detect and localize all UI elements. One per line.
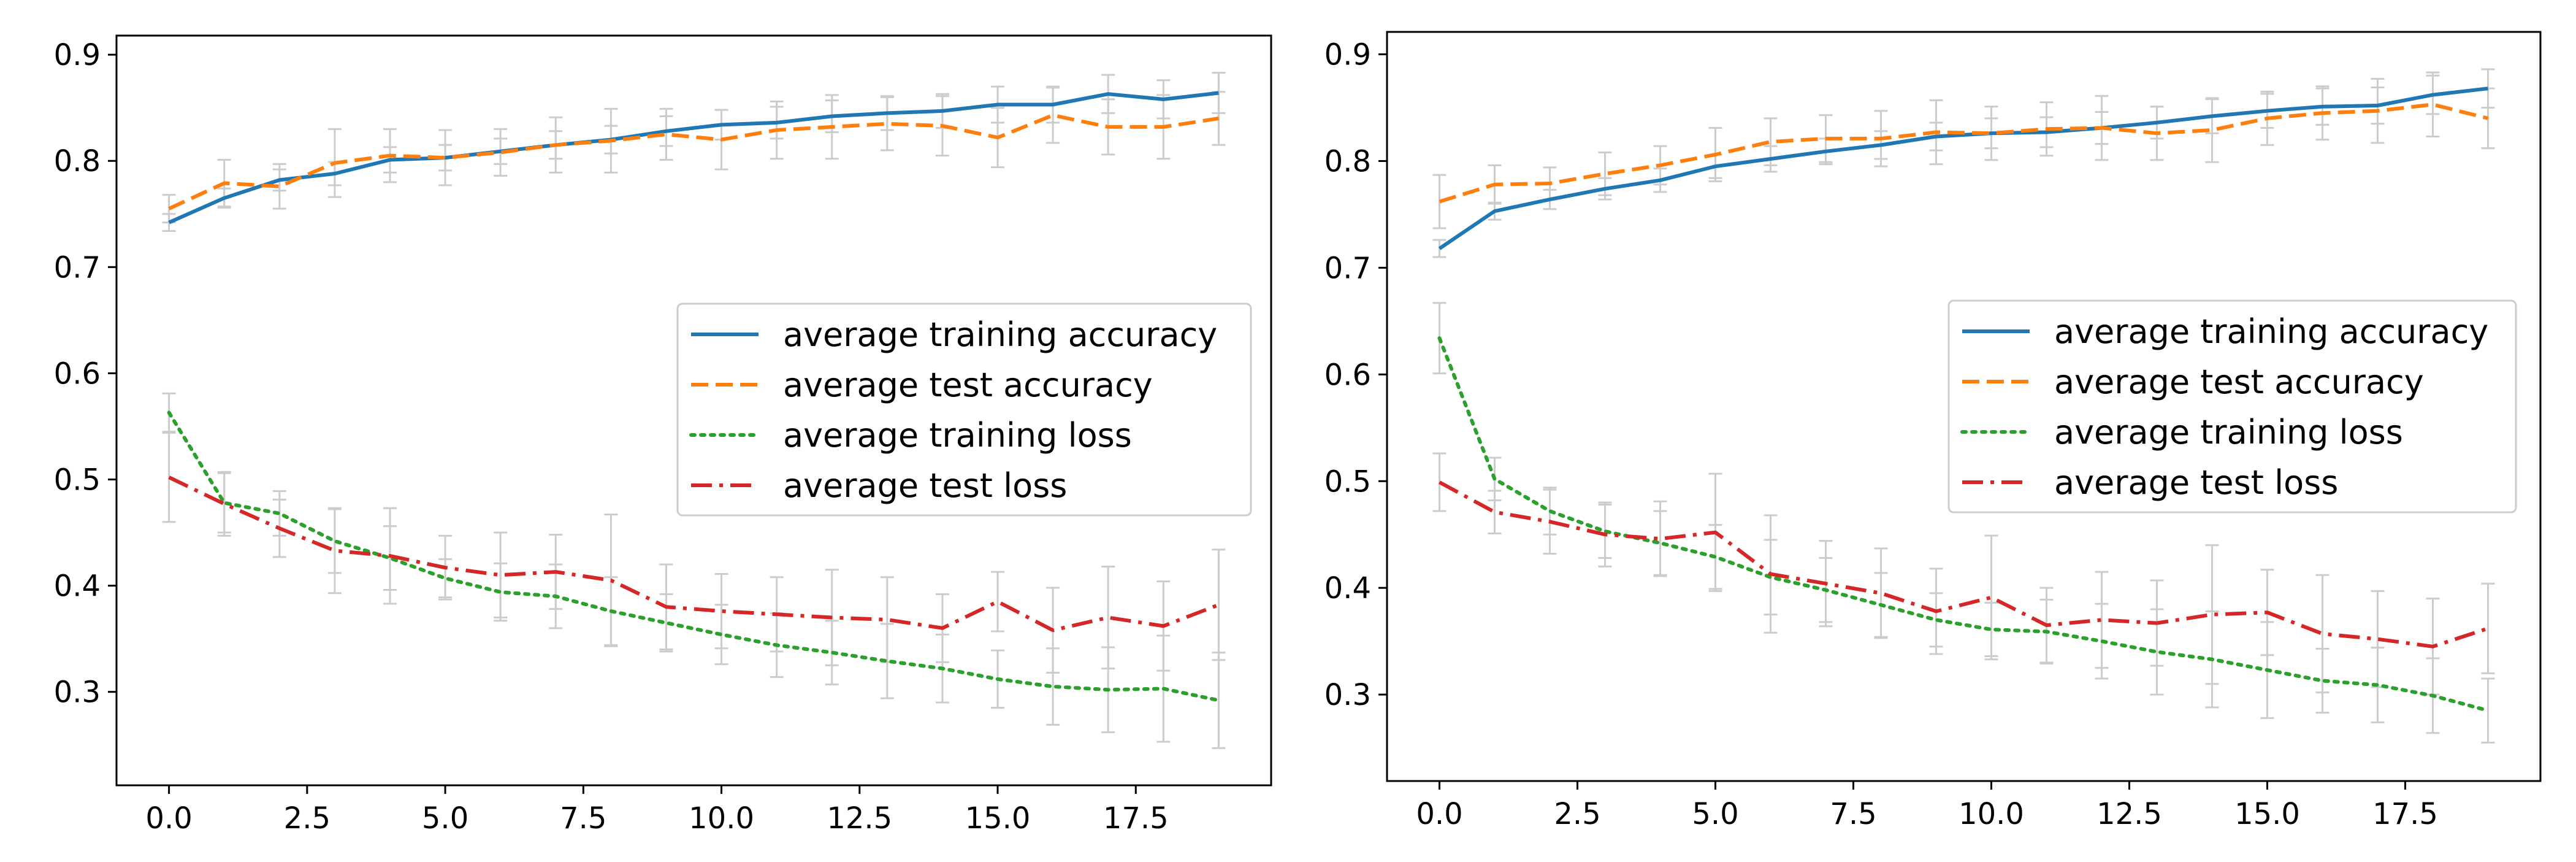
series-line-3 <box>1437 336 2490 713</box>
y-tick-label: 0.3 <box>54 675 101 710</box>
legend: average training accuracy average test ac… <box>676 302 1252 517</box>
legend-label: average test loss <box>783 466 1067 505</box>
series-line-1 <box>1438 87 2488 250</box>
y-tick-label: 0.5 <box>1324 464 1371 499</box>
series-line-2 <box>1439 102 2489 204</box>
legend-label: average training accuracy <box>2054 312 2488 351</box>
legend-label: average training accuracy <box>783 315 1217 354</box>
series-line-2 <box>168 113 1219 210</box>
x-tick-label: 15.0 <box>2234 797 2300 831</box>
x-tick-label: 17.5 <box>1103 801 1169 836</box>
y-tick-label: 0.6 <box>1324 358 1371 392</box>
y-tick-label: 0.4 <box>1324 571 1371 606</box>
y-tick-label: 0.9 <box>54 38 101 72</box>
chart-panel-2: 0.0 2.5 5.0 7.5 10.0 12.5 15.0 17.5 0.3 0.4 0.5 0.6… <box>1324 31 2542 831</box>
chart-panel-1: 0.0 2.5 5.0 7.5 10.0 12.5 15.0 17.5 0.3 0.4 0.5 0.6… <box>54 34 1272 836</box>
y-tick-label: 0.8 <box>54 144 101 179</box>
x-tick-label: 0.0 <box>1416 797 1462 831</box>
series-line-1 <box>168 91 1219 225</box>
y-tick-label: 0.6 <box>54 356 101 391</box>
error-bars <box>1432 68 2495 744</box>
y-tick-label: 0.8 <box>1324 144 1371 179</box>
x-tick-label: 7.5 <box>560 801 606 836</box>
x-tick-label: 10.0 <box>689 801 754 836</box>
x-tick-label: 0.0 <box>145 801 192 836</box>
x-tick-label: 2.5 <box>1554 797 1600 831</box>
y-tick-label: 0.5 <box>54 463 101 498</box>
legend-label: average test loss <box>2054 463 2338 502</box>
x-tick-label: 5.0 <box>422 801 468 836</box>
y-tick-label: 0.7 <box>54 250 101 285</box>
y-tick-label: 0.7 <box>1324 251 1371 285</box>
legend-label: average training loss <box>2054 413 2403 452</box>
x-tick-label: 17.5 <box>2372 797 2438 831</box>
x-tick-label: 10.0 <box>1959 797 2024 831</box>
legend-frame <box>676 302 1252 517</box>
y-tick-label: 0.4 <box>54 569 101 604</box>
x-tick-label: 12.5 <box>827 801 892 836</box>
legend: average training accuracy average test ac… <box>1947 299 2517 514</box>
legend-label: average test accuracy <box>2054 363 2424 401</box>
x-tick-label: 15.0 <box>965 801 1031 836</box>
legend-label: average training loss <box>783 416 1132 455</box>
y-tick-label: 0.3 <box>1324 678 1371 712</box>
legend-label: average test accuracy <box>783 366 1153 404</box>
axes-frame <box>1386 31 2542 782</box>
x-tick-label: 5.0 <box>1692 797 1738 831</box>
series-line-4 <box>168 475 1220 633</box>
x-tick-label: 12.5 <box>2096 797 2162 831</box>
y-tick-label: 0.9 <box>1324 38 1371 72</box>
axes-frame <box>115 34 1272 787</box>
x-tick-label: 7.5 <box>1830 797 1876 831</box>
series-line-4 <box>1439 480 2489 648</box>
legend-frame <box>1947 299 2517 514</box>
x-tick-label: 2.5 <box>284 801 331 836</box>
